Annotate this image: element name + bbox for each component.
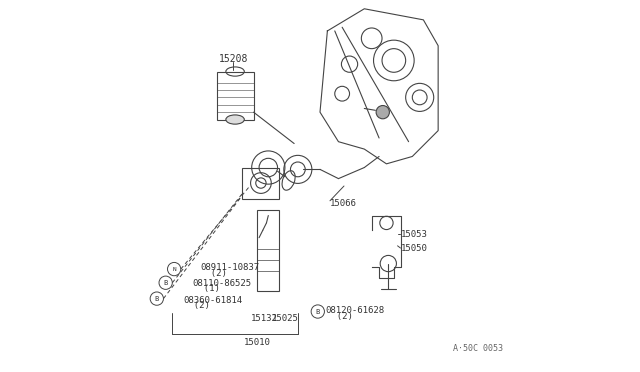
Bar — [216, 71, 253, 119]
Circle shape — [376, 106, 389, 119]
Text: 15010: 15010 — [244, 339, 271, 347]
Text: (2): (2) — [200, 269, 227, 278]
Bar — [257, 210, 280, 291]
Text: N: N — [172, 267, 176, 272]
Text: 15053: 15053 — [401, 230, 428, 239]
Text: B: B — [164, 280, 168, 286]
Text: 15132: 15132 — [250, 314, 277, 323]
Text: 15050: 15050 — [401, 244, 428, 253]
Text: (2): (2) — [326, 312, 353, 321]
Text: B: B — [316, 308, 320, 315]
Text: 15208: 15208 — [218, 54, 248, 64]
Text: 08360-61814: 08360-61814 — [184, 296, 243, 305]
Text: 08911-10837: 08911-10837 — [200, 263, 259, 272]
Text: (1): (1) — [193, 284, 220, 293]
Text: B: B — [155, 296, 159, 302]
Bar — [243, 167, 280, 199]
Text: 15066: 15066 — [330, 199, 357, 208]
Text: A·50C 0053: A·50C 0053 — [453, 344, 503, 353]
Text: 08120-61628: 08120-61628 — [326, 306, 385, 315]
Ellipse shape — [226, 115, 244, 124]
Text: 15025: 15025 — [271, 314, 298, 323]
Text: (2): (2) — [184, 301, 211, 311]
Text: 08110-86525: 08110-86525 — [193, 279, 252, 288]
